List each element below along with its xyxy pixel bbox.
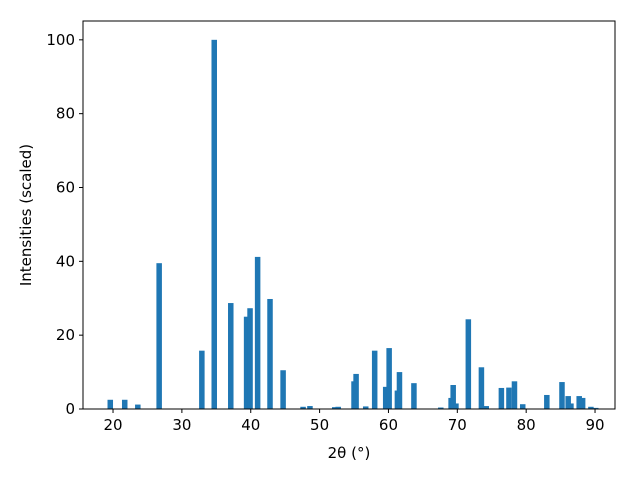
y-tick-label: 100 (46, 31, 75, 49)
y-tick-label: 0 (65, 400, 75, 418)
bar (453, 403, 459, 409)
bar (565, 396, 571, 409)
x-tick-label: 70 (448, 416, 467, 434)
bar (588, 406, 594, 409)
bar (519, 404, 526, 409)
bar (559, 382, 565, 409)
bar (307, 406, 313, 409)
y-tick-label: 40 (56, 252, 75, 270)
bar (107, 399, 114, 409)
y-tick-label: 60 (56, 178, 75, 196)
bar (579, 397, 586, 409)
x-tick-label: 80 (517, 416, 536, 434)
bar (247, 308, 253, 409)
bar (506, 387, 512, 409)
x-axis-label: 2θ (°) (328, 444, 371, 462)
bar (121, 399, 128, 409)
bar (135, 404, 141, 409)
bar (228, 303, 234, 409)
x-tick-label: 30 (172, 416, 191, 434)
bar (331, 407, 338, 409)
y-tick-label: 80 (56, 105, 75, 123)
bar (544, 394, 550, 409)
bar (156, 263, 162, 409)
bar (280, 370, 286, 409)
bar (243, 316, 250, 409)
x-tick-label: 40 (241, 416, 260, 434)
bar (411, 383, 417, 409)
bar (438, 407, 444, 409)
bar (478, 367, 485, 409)
bar (511, 381, 518, 409)
bar (396, 372, 403, 409)
bar (254, 256, 261, 409)
bar (592, 407, 599, 409)
bar (362, 406, 369, 409)
x-tick-label: 60 (379, 416, 398, 434)
bar (335, 406, 341, 409)
bar (568, 403, 574, 409)
x-tick-label: 90 (585, 416, 604, 434)
axes (79, 39, 596, 413)
bar (371, 350, 378, 409)
bar (300, 406, 306, 409)
y-tick-label: 20 (56, 326, 75, 344)
bar (450, 385, 456, 409)
bar (267, 298, 273, 409)
x-tick-label: 20 (103, 416, 122, 434)
bar (483, 406, 489, 409)
bar (498, 387, 505, 409)
bar (353, 373, 359, 409)
bar (465, 319, 472, 409)
bar (211, 39, 217, 409)
x-tick-label: 50 (310, 416, 329, 434)
bar (386, 348, 392, 409)
plot-frame (82, 20, 616, 410)
bar (382, 386, 389, 409)
y-axis-label: Intensities (scaled) (17, 144, 35, 286)
bar (199, 350, 205, 409)
bar (576, 396, 582, 409)
